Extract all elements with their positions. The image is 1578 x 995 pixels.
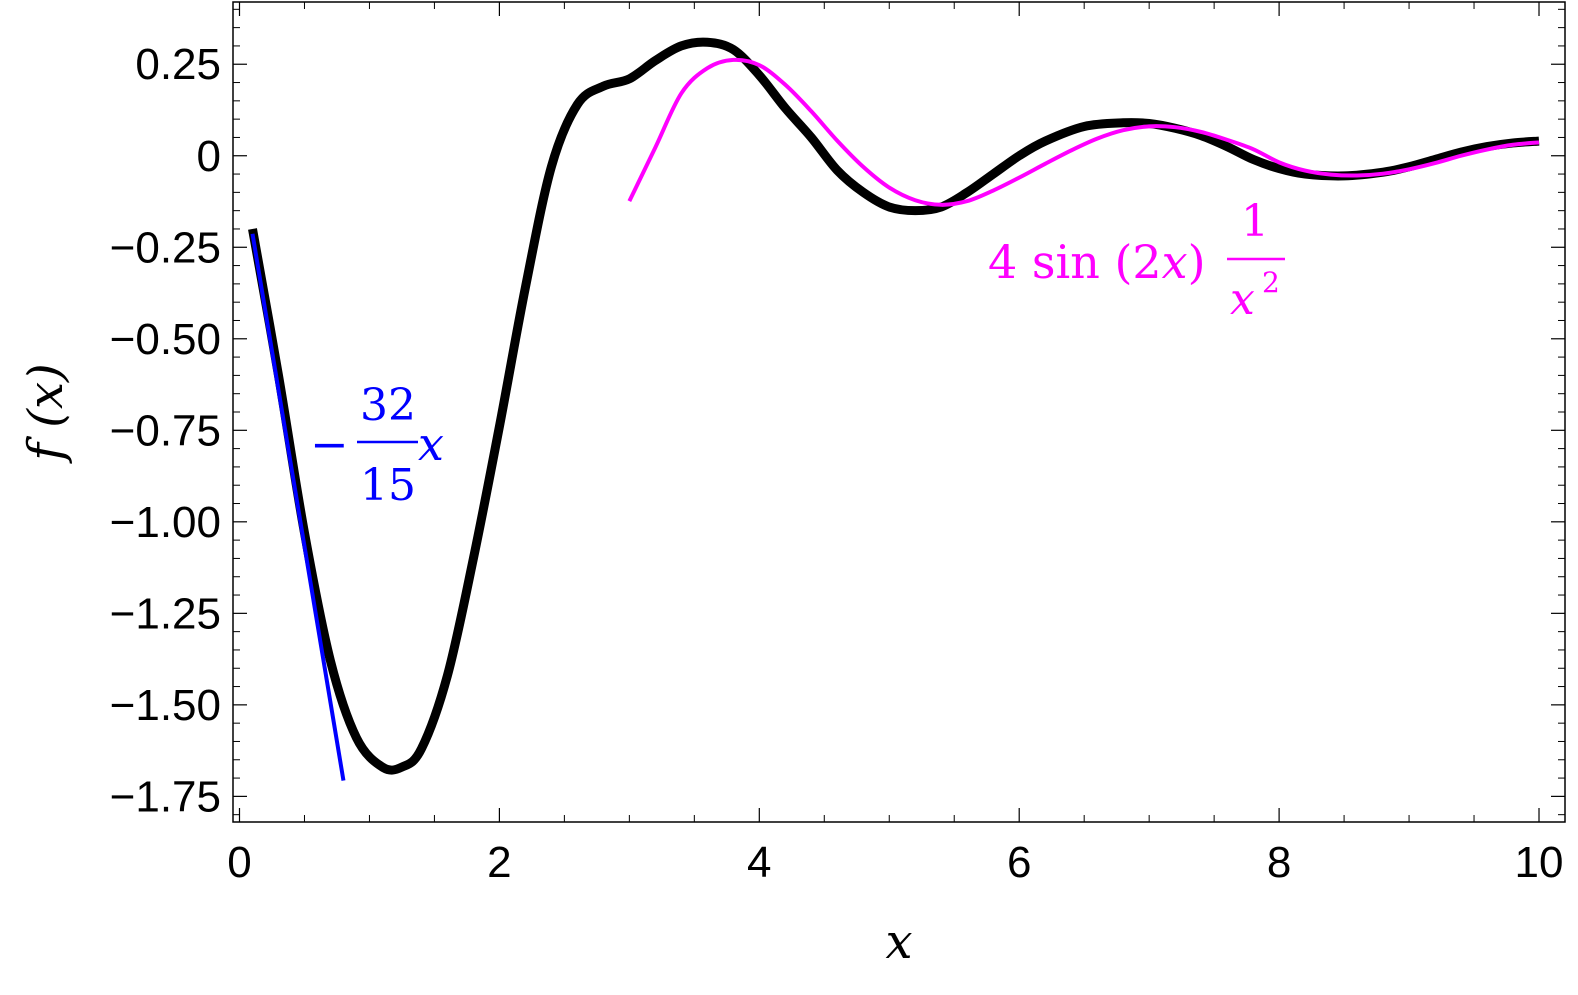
- svg-text:−: −: [310, 417, 349, 471]
- svg-text:1: 1: [1241, 196, 1269, 247]
- y-tick-label: −1.50: [110, 681, 221, 730]
- axis-ticks: [233, 2, 1565, 822]
- svg-text:4 sin (2x): 4 sin (2x): [988, 235, 1206, 289]
- series-layer: [248, 37, 1540, 781]
- svg-text:15: 15: [360, 460, 416, 511]
- svg-text:32: 32: [360, 380, 416, 431]
- x-tick-label: 10: [1515, 838, 1564, 887]
- y-tick-label: −1.00: [110, 498, 221, 547]
- svg-text:2: 2: [1262, 266, 1280, 299]
- y-tick-label: 0: [197, 132, 221, 181]
- x-tick-label: 8: [1267, 838, 1291, 887]
- y-tick-label: −1.75: [110, 772, 221, 821]
- magenta-annotation: 4 sin (2x) 1 x 2: [988, 196, 1285, 325]
- y-tick-label: −0.25: [110, 223, 221, 272]
- y-tick-label: −0.75: [110, 406, 221, 455]
- y-tick-label: 0.25: [135, 40, 221, 89]
- axis-tick-labels: 0 2 4 6 8 10 0.25 0 −0.25 −0.50 −0.75 −1.00 −1.25 −1.…: [110, 40, 1564, 887]
- blue-annotation: − 32 15 x: [310, 380, 444, 511]
- x-tick-label: 4: [747, 838, 771, 887]
- y-tick-label: −0.50: [110, 315, 221, 364]
- y-axis-title: f (x): [18, 363, 74, 464]
- x-tick-label: 2: [487, 838, 511, 887]
- series-asymptote-large-x: [627, 57, 1540, 207]
- svg-text:x: x: [1230, 274, 1255, 325]
- x-tick-label: 6: [1007, 838, 1031, 887]
- x-tick-label: 0: [227, 838, 251, 887]
- svg-text:x: x: [418, 417, 444, 471]
- x-axis-title: x: [885, 914, 912, 970]
- series-asymptote-small-x: [250, 233, 346, 781]
- plot-frame: [232, 1, 1566, 823]
- y-tick-label: −1.25: [110, 589, 221, 638]
- series-f: [248, 37, 1540, 775]
